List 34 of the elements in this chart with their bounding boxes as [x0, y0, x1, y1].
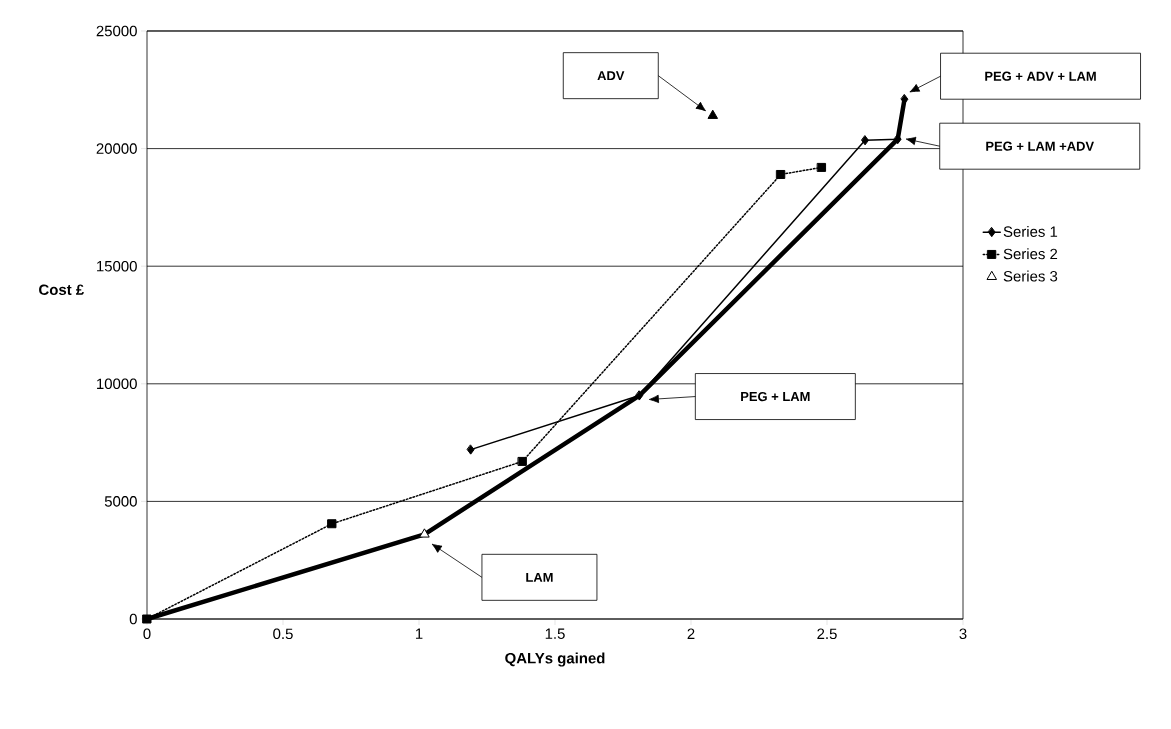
- annotation: ADV: [597, 71, 625, 81]
- legend-label: Series 3: [1003, 270, 1058, 282]
- point: [327, 519, 337, 529]
- point: [466, 444, 475, 455]
- y-tick-label: 0: [129, 613, 137, 625]
- point: [419, 528, 430, 538]
- text: PEG + ADV + LAM: [985, 71, 1096, 81]
- point: [817, 162, 827, 172]
- x-tick-label: 3: [959, 628, 967, 640]
- x-tick-label: 0: [143, 628, 151, 640]
- point: [635, 390, 644, 401]
- y-tick-label: 25000: [96, 25, 137, 37]
- y-tick-label: 10000: [97, 378, 137, 390]
- legend-label: Series 2: [1003, 248, 1058, 260]
- point: [142, 614, 152, 624]
- annotation: LAM: [526, 572, 553, 582]
- y-tick-label: 5000: [104, 496, 137, 507]
- y-tick-label: 20000: [96, 143, 137, 154]
- legend-label: Series 1: [1003, 225, 1058, 237]
- point: [707, 109, 719, 119]
- point: [517, 456, 527, 466]
- text: PEG + LAM +ADV: [986, 141, 1094, 151]
- x-tick-label: 1: [415, 628, 423, 639]
- x-tick-label: 0.5: [273, 628, 293, 640]
- point: [776, 169, 786, 179]
- x-tick-label: 1.5: [545, 628, 565, 639]
- point: [861, 135, 869, 146]
- point: [893, 134, 902, 145]
- x-axis-title: QALYs gained: [505, 652, 605, 667]
- y-axis-title: Cost £: [39, 284, 84, 295]
- x-tick-label: 2: [687, 628, 695, 639]
- annotation: PEG + LAM: [741, 391, 810, 402]
- x-tick-label: 2.5: [817, 628, 837, 640]
- y-tick-label: 15000: [97, 260, 137, 272]
